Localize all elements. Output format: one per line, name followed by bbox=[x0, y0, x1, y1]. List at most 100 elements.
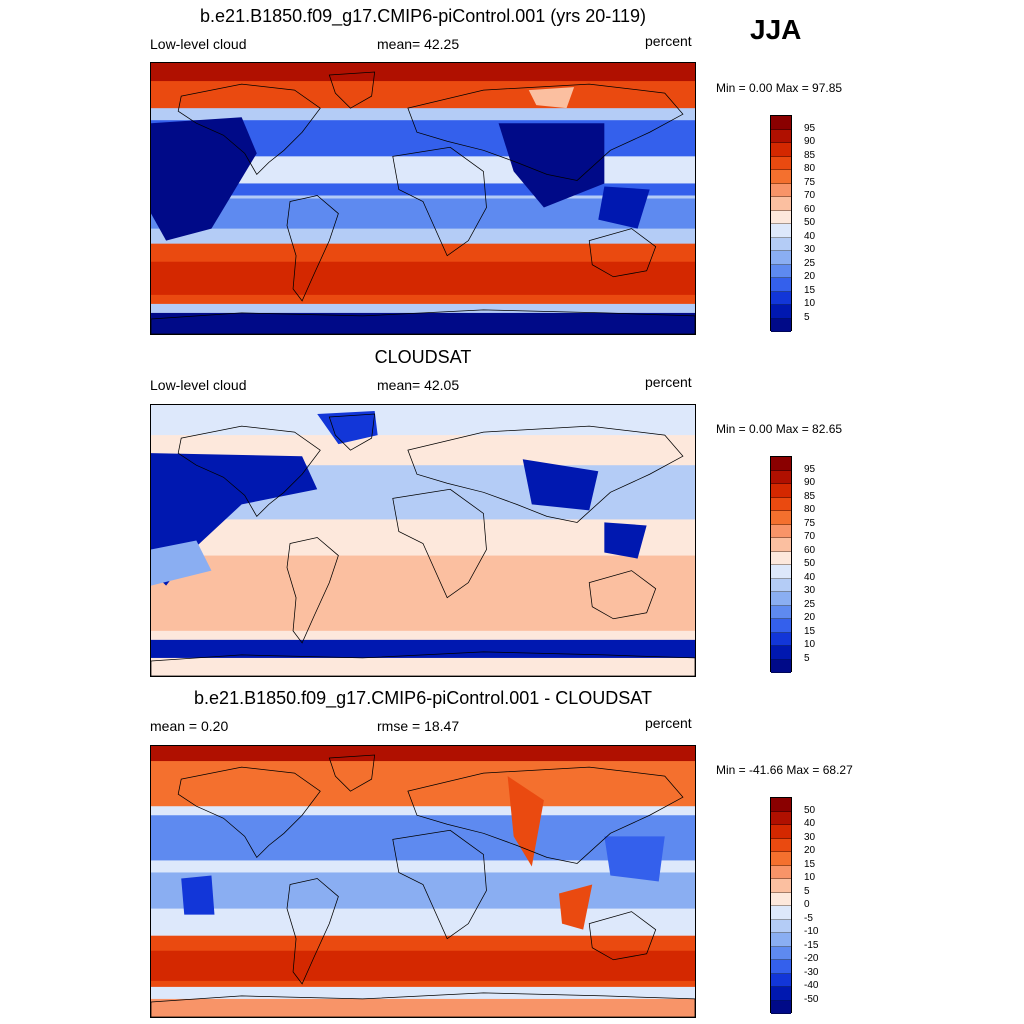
colorbar-tick-label: 10 bbox=[804, 639, 816, 650]
colorbar-swatch bbox=[771, 305, 791, 319]
field-band bbox=[151, 998, 695, 1017]
colorbar-swatch bbox=[771, 251, 791, 265]
coastline bbox=[392, 488, 487, 599]
colorbar-tick-label: 50 bbox=[804, 804, 816, 816]
colorbar-tick-label: 80 bbox=[804, 504, 816, 515]
colorbar-tick-label: 60 bbox=[804, 544, 816, 556]
coastline bbox=[286, 878, 339, 985]
coastline bbox=[177, 766, 321, 859]
panel-2-title: CLOUDSAT bbox=[374, 347, 472, 367]
field-band bbox=[151, 405, 695, 436]
colorbar-swatch bbox=[771, 156, 791, 170]
field-region bbox=[507, 776, 544, 867]
field-region bbox=[528, 87, 575, 109]
field-region bbox=[604, 836, 665, 882]
colorbar-swatch bbox=[771, 551, 791, 565]
colorbar-tick-label: 40 bbox=[804, 818, 816, 829]
colorbar-tick-label: 80 bbox=[804, 163, 816, 174]
colorbar-tick-label: 40 bbox=[804, 230, 816, 242]
season-label: JJA bbox=[750, 14, 802, 45]
colorbar-swatch bbox=[771, 906, 791, 920]
panel-1-mean-label: mean= 42.25 bbox=[377, 36, 460, 52]
colorbar-swatch bbox=[771, 524, 791, 538]
colorbar-tick-label: 15 bbox=[804, 284, 816, 296]
colorbar-swatch bbox=[771, 484, 791, 498]
colorbar-tick-label: 5 bbox=[804, 311, 810, 323]
field-region bbox=[317, 411, 378, 445]
colorbar-swatch bbox=[771, 578, 791, 592]
coastline bbox=[407, 766, 684, 864]
colorbar-tick-label: 5 bbox=[804, 652, 810, 664]
panel-1-title: b.e21.B1850.f09_g17.CMIP6-piControl.001 … bbox=[200, 6, 646, 26]
colorbar-swatch bbox=[771, 116, 791, 130]
panel-2-mean-label: mean= 42.05 bbox=[377, 377, 460, 393]
colorbar-tick-label: 90 bbox=[804, 136, 816, 147]
field-band bbox=[151, 746, 695, 762]
field-band bbox=[151, 261, 695, 295]
coastline bbox=[286, 195, 339, 302]
colorbar-swatch bbox=[771, 619, 791, 633]
coastline bbox=[588, 570, 657, 620]
colorbar-swatch bbox=[771, 224, 791, 238]
colorbar-swatch bbox=[771, 592, 791, 606]
colorbar-boxes bbox=[770, 456, 792, 673]
field-band bbox=[151, 815, 695, 861]
coastline bbox=[392, 146, 487, 257]
field-region bbox=[151, 117, 257, 241]
colorbar-swatch bbox=[771, 1000, 791, 1014]
colorbar-swatch bbox=[771, 197, 791, 211]
colorbar-tick-label: 15 bbox=[804, 858, 816, 870]
colorbar-swatch bbox=[771, 852, 791, 866]
coastline bbox=[407, 425, 684, 523]
colorbar-swatch bbox=[771, 960, 791, 974]
colorbar-boxes bbox=[770, 797, 792, 1014]
panel-2-minmax: Min = 0.00 Max = 82.65 bbox=[716, 422, 843, 436]
colorbar-tick-label: 10 bbox=[804, 298, 816, 309]
colorbar-swatch bbox=[771, 183, 791, 197]
colorbar-tick-label: -10 bbox=[804, 926, 819, 937]
field-region bbox=[498, 123, 605, 208]
colorbar-swatch bbox=[771, 892, 791, 906]
colorbar-swatch bbox=[771, 973, 791, 987]
colorbar-tick-label: 20 bbox=[804, 845, 816, 856]
coastline bbox=[177, 83, 321, 176]
colorbar-swatch bbox=[771, 291, 791, 305]
colorbar-tick-label: 85 bbox=[804, 149, 816, 161]
coastline bbox=[392, 829, 487, 940]
field-region bbox=[598, 186, 650, 229]
colorbar-tick-label: 5 bbox=[804, 885, 810, 897]
panel-1-units-label: percent bbox=[645, 33, 692, 49]
colorbar-swatch bbox=[771, 798, 791, 812]
colorbar-tick-label: -40 bbox=[804, 980, 819, 991]
colorbar-tick-label: 60 bbox=[804, 203, 816, 215]
colorbar-swatch bbox=[771, 632, 791, 646]
colorbar-tick-label: -5 bbox=[804, 912, 813, 924]
colorbar-swatch bbox=[771, 457, 791, 471]
field-region bbox=[181, 875, 215, 915]
field-band bbox=[151, 63, 695, 82]
panel-3-map bbox=[150, 745, 696, 1018]
colorbar-tick-label: 25 bbox=[804, 257, 816, 269]
panel-2-variable-label: Low-level cloud bbox=[150, 377, 247, 393]
coastline bbox=[407, 83, 684, 181]
colorbar-tick-label: 15 bbox=[804, 625, 816, 637]
colorbar-swatch bbox=[771, 605, 791, 619]
colorbar-swatch bbox=[771, 825, 791, 839]
colorbar-tick-label: 20 bbox=[804, 612, 816, 623]
colorbar-swatch bbox=[771, 538, 791, 552]
colorbar-tick-label: 85 bbox=[804, 490, 816, 502]
colorbar-swatch bbox=[771, 318, 791, 332]
colorbar-swatch bbox=[771, 129, 791, 143]
colorbar-swatch bbox=[771, 565, 791, 579]
panel-2-units-label: percent bbox=[645, 374, 692, 390]
colorbar-swatch bbox=[771, 879, 791, 893]
colorbar-tick-label: 70 bbox=[804, 190, 816, 201]
field-region bbox=[151, 453, 318, 586]
colorbar-swatch bbox=[771, 946, 791, 960]
colorbar-swatch bbox=[771, 170, 791, 184]
colorbar-swatch bbox=[771, 264, 791, 278]
colorbar-tick-label: 40 bbox=[804, 571, 816, 583]
colorbar-swatch bbox=[771, 865, 791, 879]
field-band bbox=[151, 312, 695, 334]
colorbar-tick-label: 25 bbox=[804, 598, 816, 610]
